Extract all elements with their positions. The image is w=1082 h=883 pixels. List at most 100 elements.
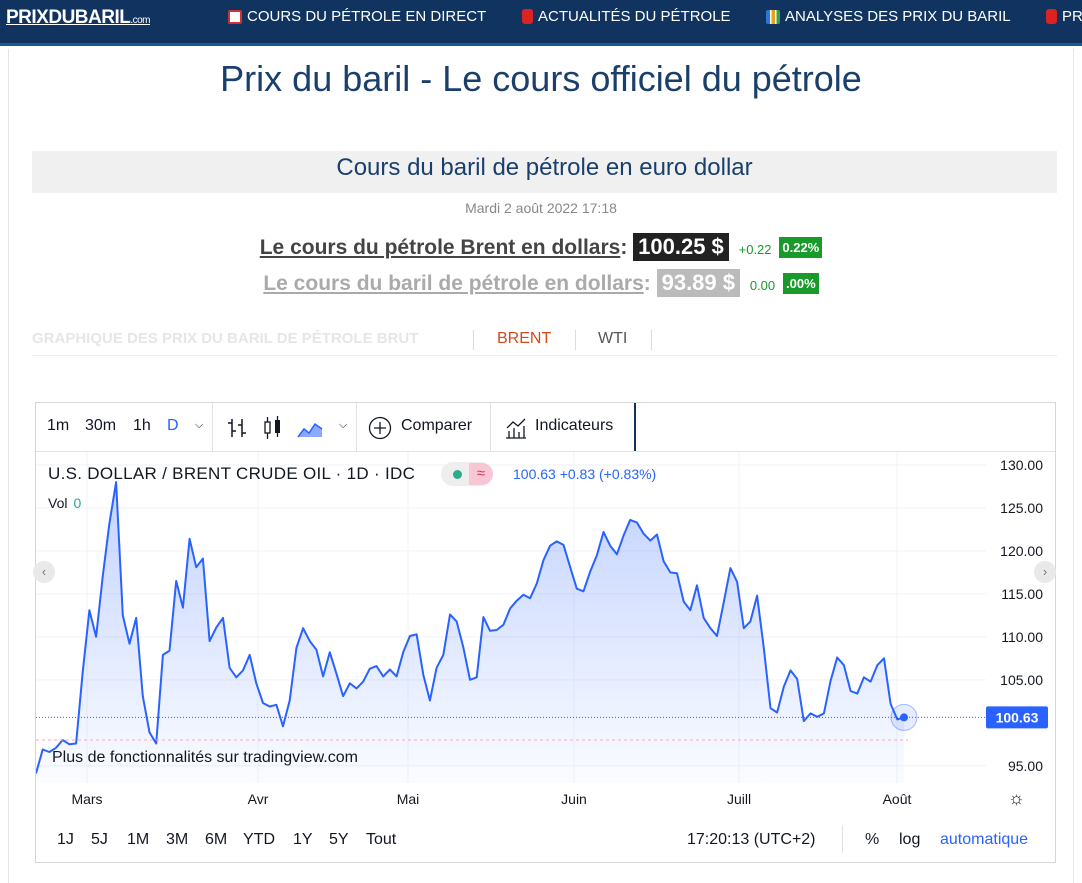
nav-item-label: COURS DU PÉTROLE EN DIRECT xyxy=(247,8,487,25)
nav-item-cours-direct[interactable]: COURS DU PÉTROLE EN DIRECT xyxy=(228,8,486,25)
x-axis-tick-label: Mars xyxy=(71,791,102,807)
volume-legend: Vol 0 xyxy=(48,495,81,511)
wti-price-change: 0.00 xyxy=(749,278,776,293)
nav-item-actualites[interactable]: ACTUALITÉS DU PÉTROLE xyxy=(522,8,731,25)
indicators-icon xyxy=(506,418,526,439)
interval-d-button[interactable]: D xyxy=(167,417,179,434)
chart-symbol-title: U.S. DOLLAR / BRENT CRUDE OIL · 1D · IDC xyxy=(48,464,416,483)
log-scale-button[interactable]: log xyxy=(899,831,921,848)
price-area xyxy=(36,482,904,783)
volume-label: Vol xyxy=(48,495,68,511)
page-title: Prix du baril - Le cours officiel du pét… xyxy=(220,58,862,99)
range-3m-button[interactable]: 3M xyxy=(166,831,189,848)
brent-price-percent: 0.22% xyxy=(779,237,823,258)
chevron-left-icon: ‹ xyxy=(41,564,47,579)
barrel-icon xyxy=(522,9,533,24)
interval-30m-button[interactable]: 30m xyxy=(85,417,117,434)
y-axis-tick-label: 105.00 xyxy=(1000,672,1043,688)
divider xyxy=(490,403,491,451)
chart-legend-values: 100.63 +0.83 (+0.83%) xyxy=(513,466,657,482)
divider xyxy=(356,403,357,451)
bar-style-icon[interactable] xyxy=(226,416,248,440)
brent-price-change: +0.22 xyxy=(738,242,772,257)
chevron-down-icon[interactable]: ⌵ xyxy=(339,419,348,431)
chart-tabs-heading: GRAPHIQUE DES PRIX DU BARIL DE PÉTROLE B… xyxy=(32,330,419,347)
divider xyxy=(473,330,474,350)
interval-1h-button[interactable]: 1h xyxy=(133,417,151,434)
page-frame xyxy=(8,49,1074,883)
plus-circle-icon xyxy=(368,416,392,440)
market-open-dot-icon xyxy=(453,470,462,479)
indicators-button[interactable]: Indicateurs xyxy=(502,403,634,451)
logo-text: PRIXDUBARIL xyxy=(6,7,131,28)
barrel-icon xyxy=(1046,9,1057,24)
section-subtitle: Cours du baril de pétrole en euro dollar xyxy=(32,151,1057,193)
market-status-pill[interactable]: ≈ xyxy=(441,462,493,486)
range-toolbar: 1J 5J 1M 3M 6M YTD 1Y 5Y Tout 17:20:13 (… xyxy=(36,815,1055,863)
auto-scale-button[interactable]: automatique xyxy=(940,831,1029,848)
scroll-right-button[interactable]: › xyxy=(1034,561,1056,583)
interval-1m-button[interactable]: 1m xyxy=(47,417,70,434)
y-axis-tick-label: 120.00 xyxy=(1000,543,1043,559)
percent-scale-button[interactable]: % xyxy=(865,831,880,848)
range-5y-button[interactable]: 5Y xyxy=(329,831,349,848)
range-ytd-button[interactable]: YTD xyxy=(243,831,275,848)
nav-item-analyses[interactable]: ANALYSES DES PRIX DU BARIL xyxy=(766,8,1011,25)
brent-price-value: 100.25 $ xyxy=(633,233,729,261)
price-chart[interactable]: 130.00 125.00 120.00 115.00 110.00 105.00 95.0… xyxy=(36,452,1055,815)
quote-date: Mardi 2 août 2022 17:18 xyxy=(465,200,617,216)
last-price-dot xyxy=(900,713,908,722)
range-5j-button[interactable]: 5J xyxy=(91,831,108,848)
scroll-left-button[interactable]: ‹ xyxy=(33,561,55,583)
last-price-label: 100.63 xyxy=(996,709,1039,725)
nav-item-label: ANALYSES DES PRIX DU BARIL xyxy=(785,8,1011,25)
y-axis-tick-label: 125.00 xyxy=(1000,500,1043,516)
range-all-button[interactable]: Tout xyxy=(366,831,397,848)
wti-price-row: Le cours du baril de pétrole en dollars:… xyxy=(0,269,1082,297)
logo-tld: .com xyxy=(130,15,151,26)
tab-brent[interactable]: BRENT xyxy=(497,330,552,347)
candle-style-icon[interactable] xyxy=(262,415,284,441)
tradingview-note[interactable]: Plus de fonctionnalités sur tradingview.… xyxy=(52,749,358,766)
chevron-down-icon[interactable]: ⌵ xyxy=(195,419,204,431)
wti-price-value: 93.89 $ xyxy=(656,269,740,297)
wti-price-label[interactable]: Le cours du baril de pétrole en dollars xyxy=(263,272,644,295)
y-axis-tick-label: 130.00 xyxy=(1000,457,1043,473)
x-axis-tick-label: Août xyxy=(883,791,912,807)
range-6m-button[interactable]: 6M xyxy=(205,831,228,848)
x-axis-tick-label: Juin xyxy=(561,791,587,807)
brent-price-row: Le cours du pétrole Brent en dollars: 10… xyxy=(0,233,1082,261)
x-axis-tick-label: Juill xyxy=(727,791,751,807)
site-logo[interactable]: PRIXDUBARIL.com xyxy=(6,7,151,29)
chart-icon xyxy=(228,9,242,24)
range-1m-button[interactable]: 1M xyxy=(127,831,150,848)
chart-toolbar: 1m 30m 1h D ⌵ ⌵ Comparer xyxy=(36,403,1055,452)
price-line xyxy=(36,481,905,774)
nav-item-label: ACTUALITÉS DU PÉTROLE xyxy=(538,8,731,25)
range-1y-button[interactable]: 1Y xyxy=(293,831,313,848)
y-axis-tick-label: 95.00 xyxy=(1008,758,1043,774)
bar-chart-icon xyxy=(766,9,780,24)
x-axis-tick-label: Mai xyxy=(397,791,420,807)
chart-widget: 1m 30m 1h D ⌵ ⌵ Comparer xyxy=(33,402,1056,863)
chart-settings-gear-icon[interactable]: ☼ xyxy=(1008,788,1025,808)
tab-wti[interactable]: WTI xyxy=(598,330,628,347)
x-axis-tick-label: Avr xyxy=(248,791,269,807)
compare-button[interactable]: Comparer xyxy=(366,403,490,451)
y-axis-tick-label: 110.00 xyxy=(1001,629,1043,645)
compare-label: Comparer xyxy=(401,417,473,434)
volume-value: 0 xyxy=(73,495,82,511)
chart-clock[interactable]: 17:20:13 (UTC+2) xyxy=(687,831,816,848)
chevron-right-icon: › xyxy=(1042,564,1048,579)
brent-price-label[interactable]: Le cours du pétrole Brent en dollars xyxy=(259,236,621,259)
approx-icon: ≈ xyxy=(469,463,493,485)
divider xyxy=(575,330,576,350)
divider xyxy=(651,330,652,350)
nav-item-prix[interactable]: PR xyxy=(1046,8,1082,25)
nav-item-label: PR xyxy=(1062,8,1082,25)
indicators-label: Indicateurs xyxy=(535,417,614,434)
area-style-icon[interactable] xyxy=(297,417,323,439)
chart-tabs: GRAPHIQUE DES PRIX DU BARIL DE PÉTROLE B… xyxy=(32,322,1057,356)
range-1j-button[interactable]: 1J xyxy=(57,831,74,848)
last-price-label-box xyxy=(986,706,1048,729)
